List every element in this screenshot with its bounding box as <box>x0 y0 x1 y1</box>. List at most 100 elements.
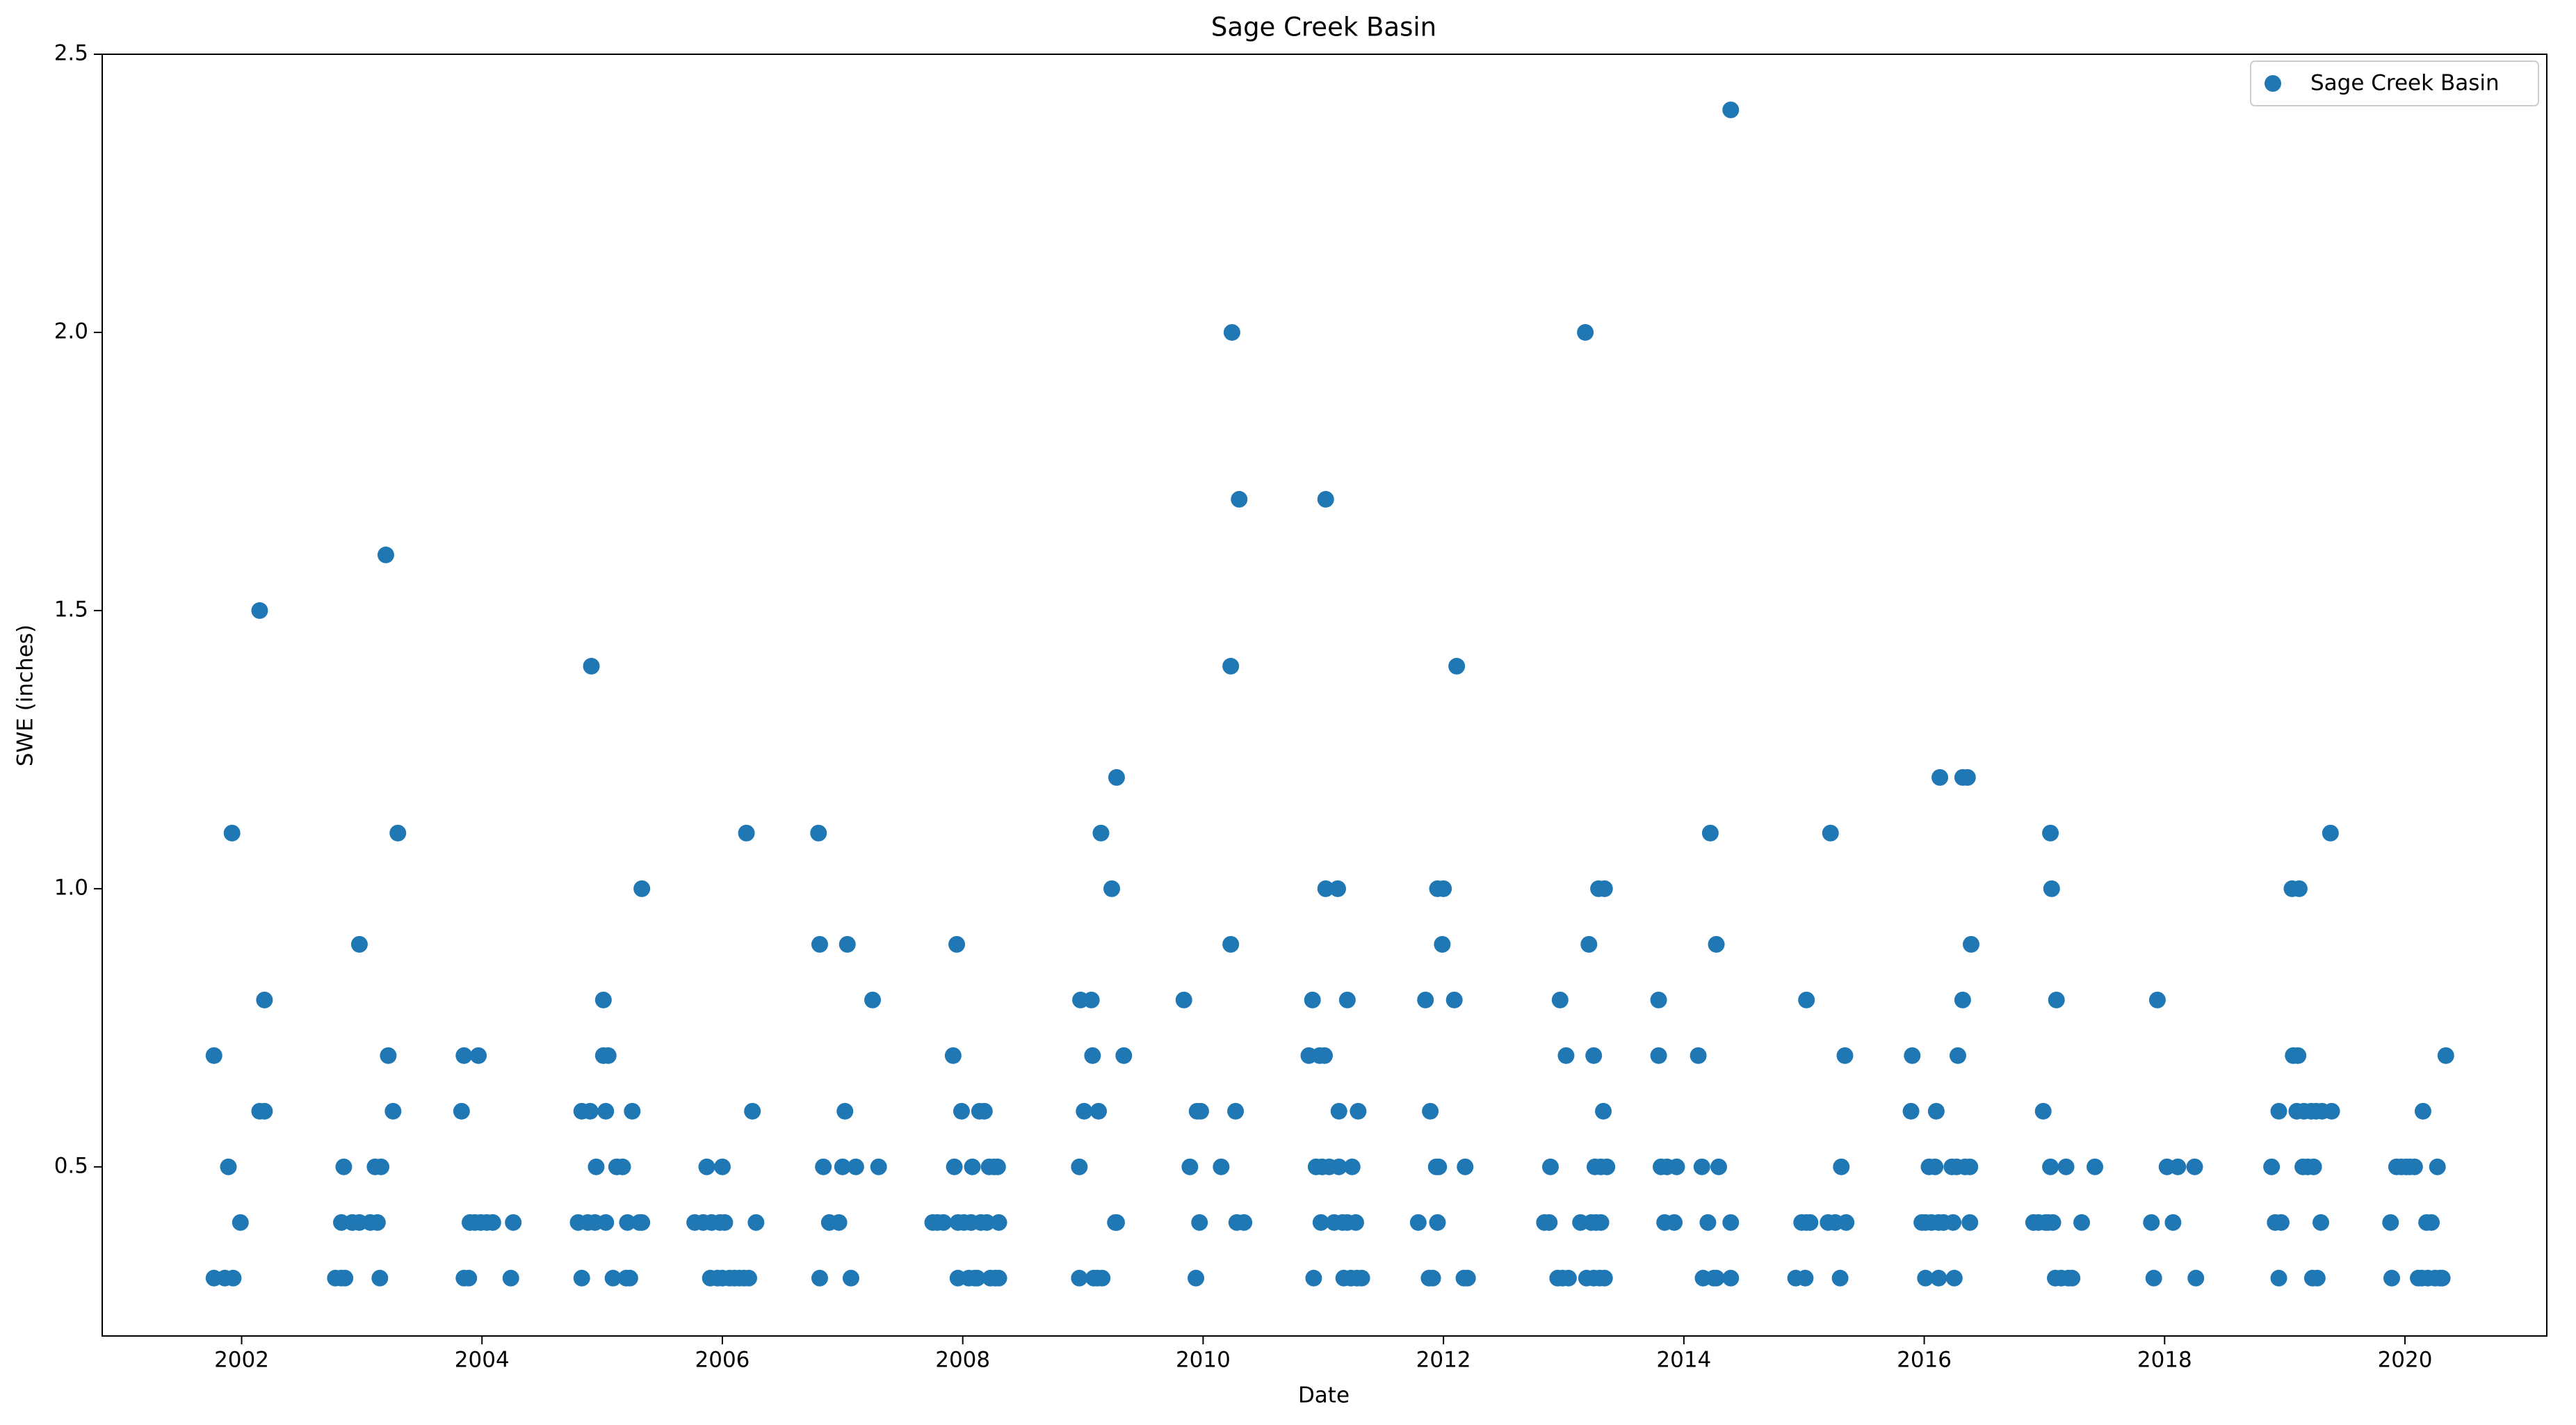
point <box>256 1102 273 1120</box>
point <box>1595 1102 1612 1120</box>
point <box>1090 1102 1108 1120</box>
point <box>1954 991 1971 1008</box>
x-tick-label: 2018 <box>2137 1348 2192 1373</box>
point <box>989 1158 1006 1175</box>
point <box>1304 991 1321 1008</box>
x-tick-label: 2008 <box>935 1348 990 1373</box>
point <box>1541 1158 1559 1175</box>
point <box>633 1214 651 1231</box>
point <box>1330 1102 1347 1120</box>
point <box>1222 657 1240 675</box>
point <box>1668 1158 1685 1175</box>
point <box>1445 991 1463 1008</box>
point <box>811 1269 828 1287</box>
point <box>1596 880 1613 897</box>
plot-frame <box>102 54 2547 1337</box>
point <box>953 1102 970 1120</box>
point <box>1722 1214 1740 1231</box>
point <box>990 1269 1007 1287</box>
point <box>839 935 856 953</box>
point <box>1831 1269 1849 1287</box>
point <box>2087 1158 2104 1175</box>
point <box>834 1158 851 1175</box>
point <box>350 935 368 953</box>
point <box>335 1158 353 1175</box>
point <box>1316 1047 1333 1064</box>
point <box>2169 1158 2187 1175</box>
point <box>1103 880 1121 897</box>
point <box>225 1269 242 1287</box>
point <box>811 935 828 953</box>
point <box>460 1269 478 1287</box>
point <box>1930 1269 1947 1287</box>
x-tick-label: 2002 <box>214 1348 269 1373</box>
point <box>1115 1047 1133 1064</box>
point <box>573 1269 590 1287</box>
legend-marker <box>2265 75 2281 92</box>
point <box>1722 101 1740 118</box>
point <box>713 1158 731 1175</box>
point <box>1424 1269 1441 1287</box>
point <box>1188 1269 1205 1287</box>
point <box>1430 1158 1448 1175</box>
point <box>1213 1158 1230 1175</box>
point <box>2263 1158 2281 1175</box>
point <box>1699 1214 1717 1231</box>
point <box>1084 1047 1101 1064</box>
point <box>1961 1158 1979 1175</box>
point <box>747 1214 765 1231</box>
point <box>1838 1214 1855 1231</box>
point <box>815 1158 832 1175</box>
point <box>1317 490 1334 508</box>
point <box>975 1102 993 1120</box>
point <box>740 1269 757 1287</box>
x-tick-label: 2020 <box>2378 1348 2433 1373</box>
point <box>2312 1214 2330 1231</box>
x-tick-label: 2004 <box>455 1348 510 1373</box>
point <box>614 1158 631 1175</box>
point <box>2034 1102 2052 1120</box>
point <box>1690 1047 1707 1064</box>
point <box>1191 1214 1208 1231</box>
point <box>1801 1214 1819 1231</box>
point <box>864 991 882 1008</box>
point <box>389 824 407 842</box>
point <box>1083 991 1100 1008</box>
point <box>2073 1214 2091 1231</box>
point <box>744 1102 761 1120</box>
point <box>633 880 651 897</box>
point <box>969 1269 986 1287</box>
point <box>2143 1214 2160 1231</box>
x-tick-label: 2012 <box>1416 1348 1471 1373</box>
point <box>1650 991 1667 1008</box>
x-tick-label: 2016 <box>1897 1348 1952 1373</box>
point <box>2064 1269 2081 1287</box>
point <box>1222 935 1240 953</box>
point <box>2433 1269 2451 1287</box>
point <box>1429 1214 1446 1231</box>
point <box>2270 1102 2287 1120</box>
point <box>1448 657 1466 675</box>
point <box>1409 1214 1427 1231</box>
point <box>2437 1047 2454 1064</box>
point <box>484 1214 501 1231</box>
point <box>1557 1047 1575 1064</box>
point <box>505 1214 522 1231</box>
point <box>1422 1102 1439 1120</box>
point <box>205 1047 222 1064</box>
point <box>1945 1269 1963 1287</box>
point <box>594 991 612 1008</box>
point <box>990 1214 1007 1231</box>
point <box>1580 935 1598 953</box>
point <box>1693 1158 1710 1175</box>
point <box>946 1158 963 1175</box>
point <box>1722 1269 1740 1287</box>
point <box>583 657 600 675</box>
point <box>1108 1214 1125 1231</box>
point <box>1459 1269 1476 1287</box>
point <box>948 935 966 953</box>
point <box>1338 991 1356 1008</box>
point <box>453 1102 470 1120</box>
point <box>256 991 273 1008</box>
